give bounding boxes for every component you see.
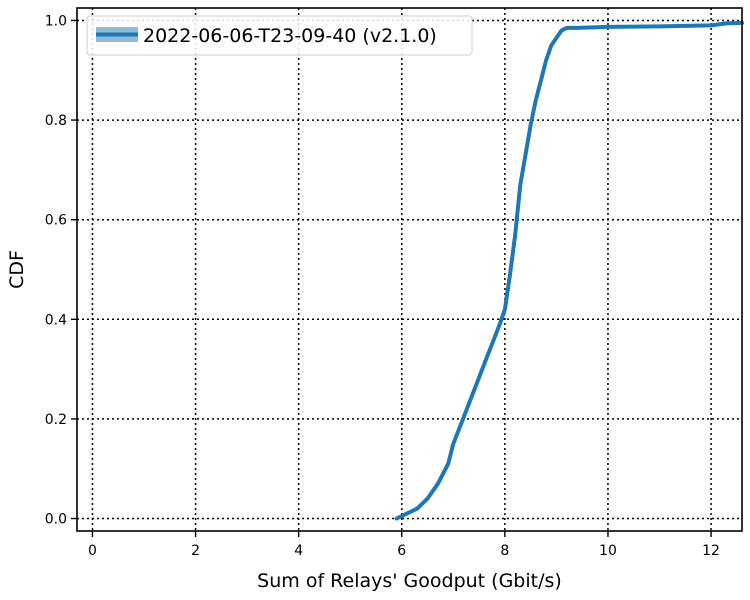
legend-box	[86, 15, 473, 56]
plot-frame	[76, 7, 743, 532]
y-tick-label: 0.4	[45, 312, 67, 328]
x-tick-label: 0	[88, 543, 97, 559]
x-tick-label: 8	[500, 543, 509, 559]
y-axis-label: CDF	[6, 250, 28, 289]
x-tick-label: 10	[599, 543, 617, 559]
y-tick-label: 0.2	[45, 412, 67, 428]
x-tick-label: 2	[191, 543, 200, 559]
legend-label: 2022-06-06-T23-09-40 (v2.1.0)	[143, 25, 437, 47]
x-tick-label: 12	[702, 543, 720, 559]
x-tick-label: 6	[397, 543, 406, 559]
legend: 2022-06-06-T23-09-40 (v2.1.0)	[86, 15, 473, 56]
y-tick-label: 0.0	[45, 512, 67, 528]
axis-ticks: 0 2 4 6 8 10 12 0.0 0.2 0.4 0.6 0.8 1.0	[45, 13, 720, 559]
y-tick-label: 0.8	[45, 113, 67, 129]
y-tick-label: 1.0	[45, 13, 67, 29]
series-line	[394, 20, 744, 521]
series-layer	[394, 20, 744, 521]
x-axis-label: Sum of Relays' Goodput (Gbit/s)	[257, 570, 562, 592]
grid-lines	[77, 8, 742, 531]
x-tick-label: 4	[294, 543, 303, 559]
y-tick-label: 0.6	[45, 213, 67, 229]
